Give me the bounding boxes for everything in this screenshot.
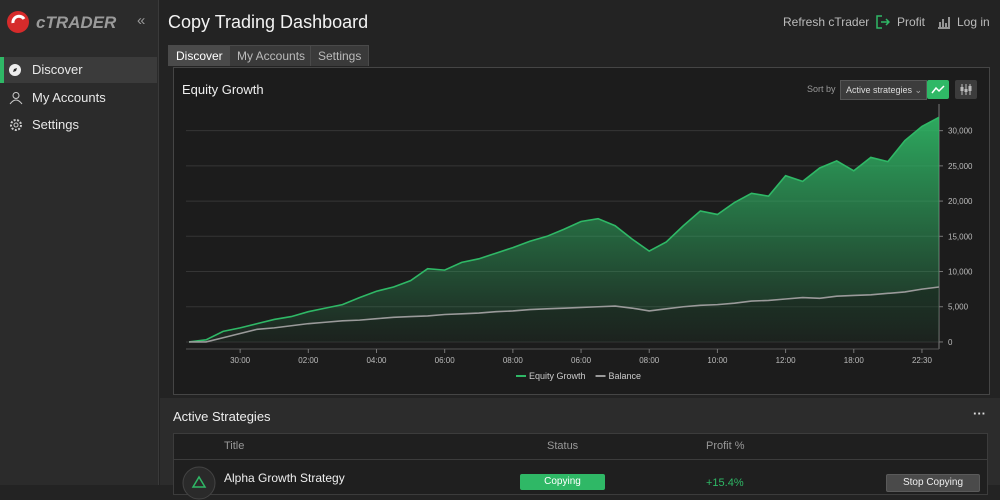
nav-icon xyxy=(9,64,21,76)
strategy-name: Alpha Growth Strategy xyxy=(224,471,345,485)
chart-title: Equity Growth xyxy=(182,82,264,97)
x-tick-label: 06:00 xyxy=(571,356,592,365)
header-action[interactable]: Log in xyxy=(957,15,990,29)
x-tick-label: 08:00 xyxy=(639,356,660,365)
x-tick-label: 08:00 xyxy=(503,356,524,365)
nav-icon xyxy=(9,92,23,105)
row-divider xyxy=(174,459,987,460)
nav-label: My Accounts xyxy=(32,90,106,105)
x-tick-label: 04:00 xyxy=(366,356,387,365)
sort-label: Sort by xyxy=(807,84,836,94)
y-tick-label: 0 xyxy=(948,338,953,347)
tab[interactable]: Settings xyxy=(310,45,370,66)
logo-text: cTRADER xyxy=(36,13,117,32)
header-action[interactable]: Refresh cTrader xyxy=(783,15,870,29)
stop-button[interactable]: Stop Copying xyxy=(886,474,980,492)
logo-icon xyxy=(7,11,29,33)
y-tick-label: 5,000 xyxy=(948,303,969,312)
x-tick-label: 02:00 xyxy=(298,356,319,365)
tab[interactable]: My Accounts xyxy=(229,45,314,66)
x-tick-label: 10:00 xyxy=(707,356,728,365)
y-tick-label: 25,000 xyxy=(948,162,973,171)
nav-item[interactable]: My Accounts xyxy=(0,85,157,111)
strategy-icon xyxy=(182,466,216,500)
collapse-button[interactable]: « xyxy=(137,12,146,29)
strategies-table: Title Status Profit % Alpha Growth Strat… xyxy=(173,433,988,500)
x-tick-label: 22:30 xyxy=(912,356,933,365)
y-tick-label: 15,000 xyxy=(948,232,973,241)
column-header: Profit % xyxy=(706,440,745,452)
x-tick-label: 06:00 xyxy=(435,356,456,365)
x-tick-label: 18:00 xyxy=(844,356,865,365)
legend-label: Balance xyxy=(609,371,642,381)
sidebar: cTRADER « Discover My Accounts Settings xyxy=(0,0,159,485)
nav-icon xyxy=(10,119,22,131)
login-icon xyxy=(938,17,950,29)
status-badge: Copying xyxy=(520,474,605,490)
column-header: Status xyxy=(547,440,579,452)
line-icon xyxy=(931,85,945,94)
legend-label: Equity Growth xyxy=(529,371,586,381)
section-title: Active Strategies xyxy=(173,409,271,424)
candle-view-button[interactable] xyxy=(955,80,977,99)
nav-label: Settings xyxy=(32,117,79,132)
strategies-section: Active Strategies ··· Title Status Profi… xyxy=(160,398,1000,500)
page-title: Copy Trading Dashboard xyxy=(168,12,369,32)
chart: 0 5,000 10,000 15,000 20,000 25,000 30,000 30:0… xyxy=(186,104,973,381)
chart-panel: Equity Growth Sort by Active strategies ⌄… xyxy=(173,67,990,395)
line-view-button[interactable] xyxy=(927,80,949,99)
y-tick-label: 10,000 xyxy=(948,268,973,277)
x-tick-label: 30:00 xyxy=(230,356,251,365)
tab[interactable]: Discover xyxy=(168,45,231,66)
nav-item[interactable]: Settings xyxy=(0,112,157,138)
profit-value: +15.4% xyxy=(706,477,744,489)
section-menu[interactable]: ··· xyxy=(973,406,986,421)
y-tick-label: 30,000 xyxy=(948,127,973,136)
y-tick-label: 20,000 xyxy=(948,197,973,206)
series-line xyxy=(189,286,940,343)
nav-item[interactable]: Discover xyxy=(0,57,157,83)
column-header: Title xyxy=(224,440,245,452)
series-line xyxy=(188,116,940,343)
series-area xyxy=(189,287,939,342)
header-action[interactable]: Profit xyxy=(897,15,926,29)
nav-label: Discover xyxy=(32,62,83,77)
sort-value: Active strategies xyxy=(846,85,913,95)
candle-icon xyxy=(960,84,972,95)
x-tick-label: 12:00 xyxy=(776,356,797,365)
profit-icon xyxy=(876,15,890,29)
sort-select[interactable]: Active strategies ⌄ xyxy=(840,80,927,100)
